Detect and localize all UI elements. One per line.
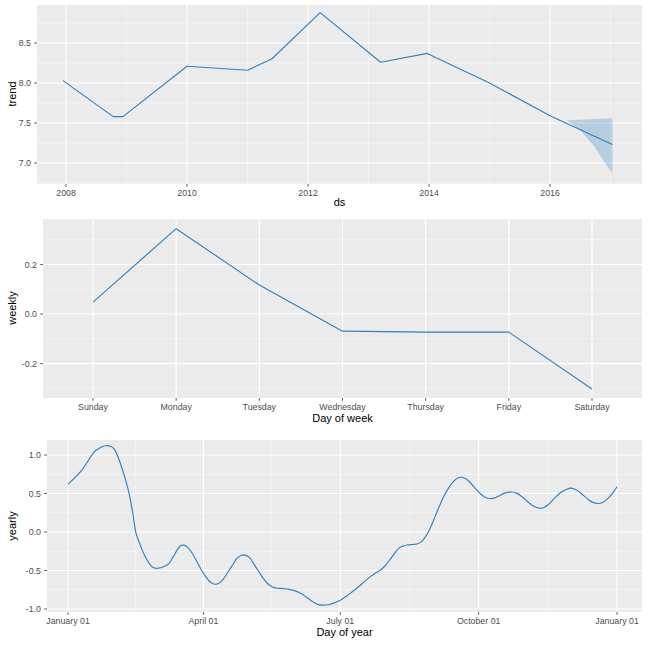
x-tick-label: April 01 xyxy=(189,616,219,626)
y-tick-label: 0.0 xyxy=(29,527,41,537)
y-tick-label: 1.0 xyxy=(29,450,41,460)
trend-x-axis-title: ds xyxy=(37,196,642,208)
y-tick-label: 0.5 xyxy=(29,489,41,499)
x-tick-label: Thursday xyxy=(407,402,444,412)
y-tick-label: 0.2 xyxy=(25,260,37,270)
x-tick-label: October 01 xyxy=(457,616,501,626)
y-tick-label: 7.5 xyxy=(19,118,31,128)
x-tick-label: July 01 xyxy=(326,616,354,626)
trend-y-axis-title: trend xyxy=(6,81,18,106)
x-tick-label: Friday xyxy=(497,402,522,412)
x-tick-label: Monday xyxy=(161,402,193,412)
yearly-plot-area: January 01 April 01 July 01 October 01 Janua… xyxy=(0,432,648,648)
trend-chart: 200820102012201420167.07.58.08.5 trend d… xyxy=(0,0,648,216)
panel-background-yearly xyxy=(47,440,642,612)
prophet-components-figure: 200820102012201420167.07.58.08.5 trend d… xyxy=(0,0,648,648)
x-tick-label: Wednesday xyxy=(319,402,366,412)
trend-plot-area: 200820102012201420167.07.58.08.5 xyxy=(0,0,648,216)
panel-background-trend xyxy=(37,5,642,184)
weekly-chart: Sunday Monday Tuesday Wednesday Thursday Frid… xyxy=(0,216,648,432)
x-tick-label: January 01 xyxy=(595,616,639,626)
yearly-x-axis-title: Day of year xyxy=(47,626,642,638)
y-tick-label: -0.2 xyxy=(22,359,37,369)
y-tick-label: 8.5 xyxy=(19,38,31,48)
weekly-plot-area: Sunday Monday Tuesday Wednesday Thursday Frid… xyxy=(0,216,648,432)
weekly-y-axis-title: weekly xyxy=(6,291,18,325)
y-tick-label: 0.0 xyxy=(25,309,37,319)
x-tick-label: Tuesday xyxy=(243,402,277,412)
yearly-chart: January 01 April 01 July 01 October 01 Janua… xyxy=(0,432,648,648)
y-tick-label: -1.0 xyxy=(26,604,41,614)
y-tick-label: 7.0 xyxy=(19,158,31,168)
y-tick-label: 8.0 xyxy=(19,78,31,88)
x-tick-label: January 01 xyxy=(46,616,90,626)
x-tick-label: Saturday xyxy=(574,402,610,412)
weekly-x-axis-title: Day of week xyxy=(43,412,642,424)
x-tick-label: Sunday xyxy=(78,402,108,412)
y-tick-label: -0.5 xyxy=(26,566,41,576)
yearly-y-axis-title: yearly xyxy=(6,511,18,540)
